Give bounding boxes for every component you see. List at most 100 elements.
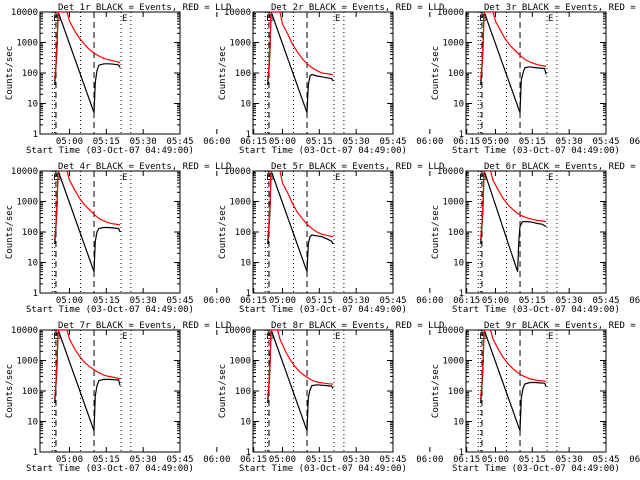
event-marker-label: E <box>479 173 484 183</box>
events-series-line <box>267 330 334 431</box>
x-tick-label: 06:00 <box>416 296 443 306</box>
x-tick-label: 05:30 <box>130 455 157 465</box>
detector-panel: Det 3r BLACK = Events, RED = LLD 1 10 100 10… <box>431 3 640 156</box>
x-tick-label: 05:15 <box>519 137 546 147</box>
y-axis-label: Counts/sec <box>218 364 228 418</box>
plot-frame <box>252 329 394 453</box>
event-marker-label: E <box>335 173 340 183</box>
x-axis-label: Start Time (03-Oct-07 04:49:00) <box>26 305 194 315</box>
x-tick-label: 05:45 <box>379 296 406 306</box>
panel-title: Det 6r BLACK = Events, RED = LLD <box>484 162 640 172</box>
event-marker-label: E <box>548 332 553 342</box>
lld-series-line <box>54 171 121 239</box>
y-axis-label: Counts/sec <box>5 46 15 100</box>
event-marker-label: E <box>548 173 553 183</box>
y-tick-label: 10000 <box>11 167 38 177</box>
panel-title: Det 3r BLACK = Events, RED = LLD <box>484 3 640 13</box>
x-tick-label: 06:15 <box>453 137 480 147</box>
x-tick-label: 05:15 <box>93 137 120 147</box>
y-tick-label: 1 <box>246 289 251 299</box>
y-tick-label: 1000 <box>16 198 38 208</box>
x-tick-label: 06:15 <box>240 137 267 147</box>
x-tick-label: 06:00 <box>629 296 640 306</box>
events-series-line <box>54 171 121 272</box>
events-series-line <box>267 12 334 113</box>
y-tick-label: 100 <box>448 69 464 79</box>
y-tick-label: 10 <box>240 418 251 428</box>
detector-panel: Det 7r BLACK = Events, RED = LLD11010010… <box>5 321 267 474</box>
x-tick-label: 05:15 <box>93 296 120 306</box>
events-series-line <box>480 12 547 113</box>
y-axis-label: Counts/sec <box>5 364 15 418</box>
panel-title: Det 1r BLACK = Events, RED = LLD <box>58 3 231 13</box>
y-tick-label: 10000 <box>224 326 251 336</box>
panel-title: Det 2r BLACK = Events, RED = LLD <box>271 3 444 13</box>
panel-title: Det 9r BLACK = Events, RED = LLD <box>484 321 640 331</box>
x-axis-label: Start Time (03-Oct-07 04:49:00) <box>452 464 620 474</box>
y-tick-label: 1000 <box>229 357 251 367</box>
x-tick-label: 06:00 <box>203 296 230 306</box>
y-tick-label: 100 <box>235 69 251 79</box>
x-tick-label: 05:30 <box>130 296 157 306</box>
y-tick-label: 1000 <box>442 198 464 208</box>
event-marker-label: E <box>122 173 127 183</box>
y-tick-label: 10000 <box>437 167 464 177</box>
y-tick-label: 10 <box>453 418 464 428</box>
y-axis-label: Counts/sec <box>5 205 15 259</box>
x-axis-label: Start Time (03-Oct-07 04:49:00) <box>26 146 194 156</box>
x-tick-label: 05:15 <box>306 137 333 147</box>
lld-series-line <box>480 171 547 239</box>
x-tick-label: 06:15 <box>240 455 267 465</box>
y-tick-label: 10 <box>240 100 251 110</box>
events-series-line <box>267 171 334 272</box>
x-tick-label: 06:00 <box>629 137 640 147</box>
x-axis-label: Start Time (03-Oct-07 04:49:00) <box>452 146 620 156</box>
x-tick-label: 05:45 <box>166 296 193 306</box>
y-axis-label: Counts/sec <box>431 46 441 100</box>
y-tick-label: 10000 <box>437 326 464 336</box>
event-marker-label: E <box>335 14 340 24</box>
x-tick-label: 05:45 <box>592 455 619 465</box>
y-tick-label: 100 <box>235 228 251 238</box>
events-series-line <box>480 171 547 272</box>
x-tick-label: 05:00 <box>269 296 296 306</box>
plot-frame <box>39 170 181 294</box>
y-tick-label: 1 <box>459 130 464 140</box>
x-tick-label: 05:15 <box>519 455 546 465</box>
y-tick-label: 1 <box>246 448 251 458</box>
y-tick-label: 100 <box>235 387 251 397</box>
events-series-line <box>54 12 121 113</box>
x-tick-label: 06:15 <box>240 296 267 306</box>
y-tick-label: 1 <box>246 130 251 140</box>
y-tick-label: 1000 <box>16 357 38 367</box>
y-tick-label: 1 <box>459 289 464 299</box>
x-tick-label: 05:15 <box>93 455 120 465</box>
x-tick-label: 06:00 <box>203 137 230 147</box>
detector-panel: Det 1r BLACK = Events, RED = LLD 1 10 100 10… <box>5 3 267 156</box>
plot-frame <box>465 11 607 135</box>
y-tick-label: 10000 <box>224 167 251 177</box>
x-tick-label: 05:30 <box>130 137 157 147</box>
x-tick-label: 06:00 <box>629 455 640 465</box>
detector-panel: Det 9r BLACK = Events, RED = LLD 1 10 100 10… <box>431 321 640 474</box>
x-tick-label: 05:00 <box>482 296 509 306</box>
x-tick-label: 05:00 <box>482 455 509 465</box>
panel-title: Det 8r BLACK = Events, RED = LLD <box>271 321 444 331</box>
event-marker-label: E <box>122 14 127 24</box>
x-axis-label: Start Time (03-Oct-07 04:49:00) <box>239 464 407 474</box>
lld-series-line <box>54 12 121 80</box>
x-tick-label: 06:00 <box>203 455 230 465</box>
x-tick-label: 05:45 <box>592 296 619 306</box>
x-tick-label: 05:45 <box>166 137 193 147</box>
event-marker-label: E <box>122 332 127 342</box>
x-tick-label: 06:00 <box>416 137 443 147</box>
x-tick-label: 06:00 <box>416 455 443 465</box>
y-tick-label: 10 <box>27 259 38 269</box>
x-tick-label: 05:00 <box>269 455 296 465</box>
events-series-line <box>54 330 121 431</box>
event-marker-label: E <box>479 332 484 342</box>
y-tick-label: 10 <box>453 100 464 110</box>
panel-title: Det 4r BLACK = Events, RED = LLD <box>58 162 231 172</box>
lld-series-line <box>480 12 547 80</box>
y-tick-label: 10000 <box>224 8 251 18</box>
